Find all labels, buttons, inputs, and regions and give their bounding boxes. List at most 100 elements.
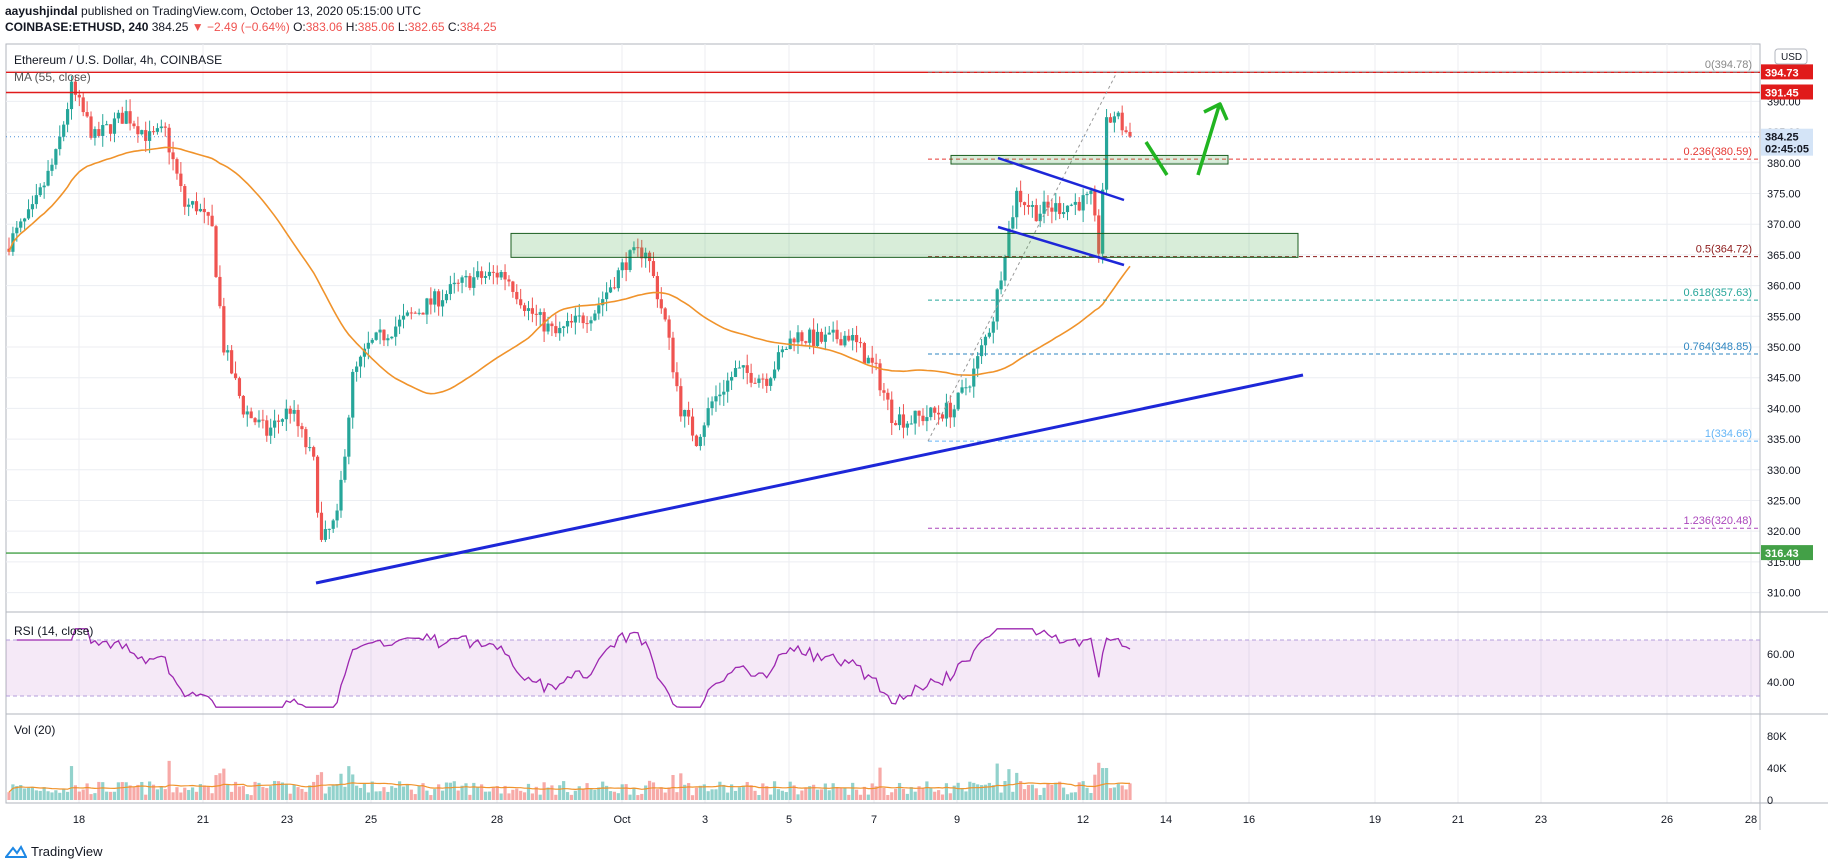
footer-brand[interactable]: TradingView xyxy=(31,844,103,859)
candle xyxy=(413,312,417,314)
volume-bar xyxy=(792,785,796,800)
candle xyxy=(909,423,913,425)
volume-bar xyxy=(940,794,945,800)
candle xyxy=(812,329,816,346)
volume-bar xyxy=(308,785,312,800)
volume-bar xyxy=(159,786,163,800)
volume-bar xyxy=(339,773,343,800)
volume-bar xyxy=(933,791,937,800)
candle xyxy=(503,272,507,280)
volume-bar xyxy=(679,773,683,800)
candle xyxy=(159,126,163,129)
volume-bar xyxy=(714,789,718,800)
candle xyxy=(722,391,726,395)
volume-bar xyxy=(1097,762,1101,800)
volume-bar xyxy=(542,782,546,800)
volume-bar xyxy=(151,784,156,800)
volume-bar xyxy=(644,785,648,800)
volume-bar xyxy=(858,794,863,800)
volume-bar xyxy=(991,785,995,800)
time-tick-label: 21 xyxy=(1452,814,1464,826)
price-tick-label: 325.00 xyxy=(1767,495,1801,507)
volume-bar xyxy=(1089,793,1093,800)
candle xyxy=(370,339,374,343)
candle xyxy=(522,305,527,311)
author-name[interactable]: aayushjindal xyxy=(5,4,78,18)
volume-bar xyxy=(956,782,960,800)
price-badge xyxy=(1761,84,1813,100)
volume-bar xyxy=(710,789,714,800)
volume-bar xyxy=(948,793,952,800)
candle xyxy=(1022,202,1027,206)
publish-line: aayushjindal published on TradingView.co… xyxy=(5,4,421,18)
candle xyxy=(304,429,308,448)
rsi-title: RSI (14, close) xyxy=(14,624,93,638)
tradingview-logo-icon xyxy=(5,844,27,858)
candle xyxy=(1073,201,1077,205)
candle xyxy=(847,335,851,341)
candle xyxy=(956,392,960,410)
candle xyxy=(460,277,464,283)
candle xyxy=(718,394,722,397)
candle xyxy=(1011,217,1015,229)
candle xyxy=(901,414,906,428)
price-tick-label: 310.00 xyxy=(1767,588,1801,600)
volume-bar xyxy=(85,783,89,800)
volume-bar xyxy=(46,791,50,800)
candle xyxy=(480,271,484,278)
volume-bar xyxy=(136,784,140,800)
volume-bar xyxy=(155,789,160,800)
candle xyxy=(640,247,644,259)
candle xyxy=(355,366,359,372)
time-tick-label: 16 xyxy=(1243,814,1255,826)
volume-bar xyxy=(269,786,273,800)
candle xyxy=(1116,112,1120,117)
price-badge xyxy=(1761,128,1813,144)
candle xyxy=(300,426,304,430)
candle xyxy=(558,327,562,334)
volume-bar xyxy=(659,787,663,800)
candle xyxy=(1081,195,1085,211)
candle xyxy=(683,409,687,417)
candle xyxy=(761,378,765,380)
candle xyxy=(1026,205,1031,207)
volume-bar xyxy=(562,781,566,800)
time-tick-label: 14 xyxy=(1160,814,1172,826)
volume-bar xyxy=(1069,792,1074,800)
volume-bar xyxy=(452,781,456,800)
candle xyxy=(659,299,663,309)
candle xyxy=(714,396,718,402)
open-label: O: xyxy=(293,20,306,34)
volume-bar xyxy=(362,783,367,800)
volume-bar xyxy=(284,783,288,800)
candle xyxy=(183,186,187,207)
candle xyxy=(733,368,738,378)
volume-bar xyxy=(276,781,281,800)
fib-level-label: 1.236(320.48) xyxy=(1684,515,1753,527)
volume-bar xyxy=(753,790,757,800)
volume-bar xyxy=(663,792,667,800)
candle xyxy=(1104,117,1109,190)
volume-bar xyxy=(1077,782,1081,800)
volume-bar xyxy=(304,791,308,800)
candle xyxy=(882,390,886,393)
volume-bar xyxy=(1112,787,1116,800)
candle xyxy=(534,313,538,315)
volume-bar xyxy=(925,781,929,800)
volume-bar xyxy=(230,791,234,800)
volume-bar xyxy=(1116,783,1120,800)
breakout-zone-box xyxy=(950,154,1229,165)
volume-bar xyxy=(979,785,984,800)
candle xyxy=(444,294,449,301)
volume-bar xyxy=(89,794,93,800)
volume-bar xyxy=(733,790,738,800)
candle xyxy=(171,152,175,160)
candle xyxy=(194,201,199,212)
price-change: −2.49 (−0.64%) xyxy=(207,20,290,34)
candle xyxy=(440,300,445,307)
candle xyxy=(550,323,554,327)
candle xyxy=(284,408,288,420)
candle xyxy=(362,348,367,357)
volume-bar xyxy=(823,783,827,800)
